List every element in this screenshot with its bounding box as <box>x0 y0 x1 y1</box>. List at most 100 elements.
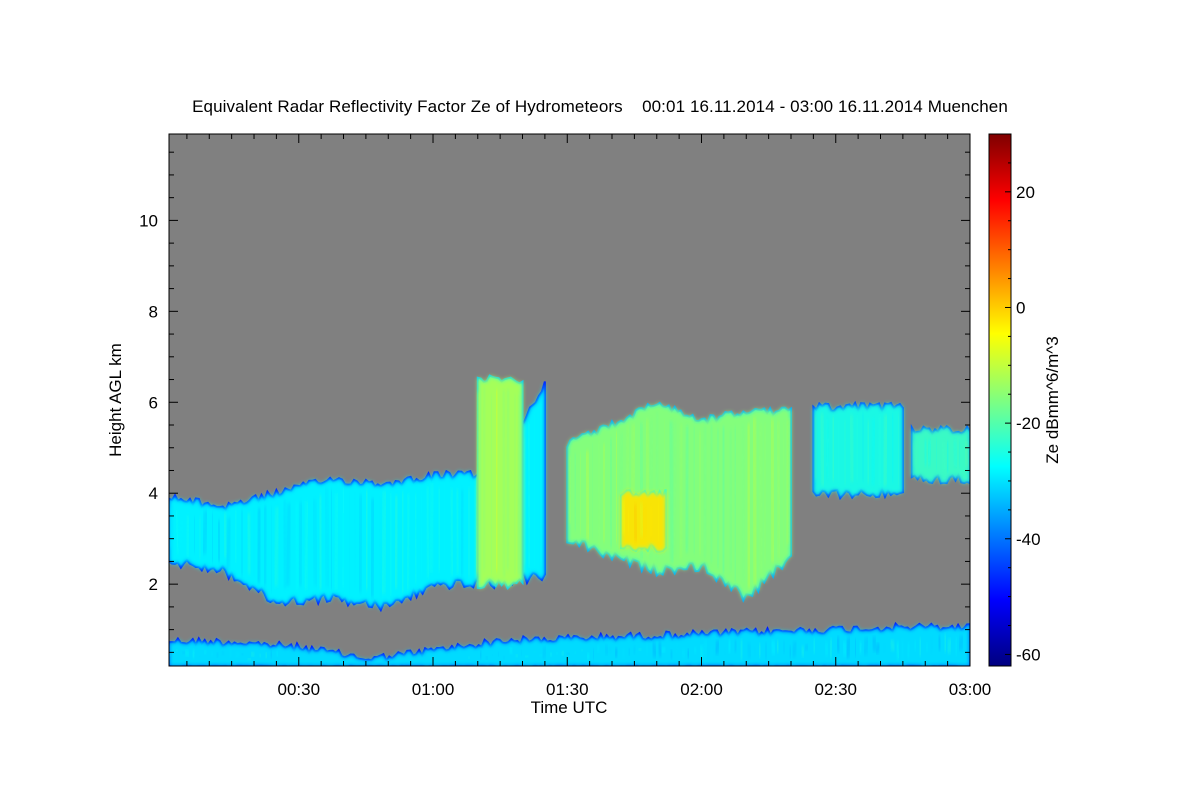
echo-0-streak <box>215 652 220 658</box>
echo-1-streak <box>225 517 232 569</box>
echo-0-streak <box>863 637 869 656</box>
echo-3-streak <box>709 425 714 563</box>
echo-0-streak <box>841 641 848 657</box>
echo-0-streak <box>906 642 911 659</box>
echo-1-streak <box>393 495 399 589</box>
echo-0-streak <box>699 645 705 660</box>
echo-5-streak <box>825 418 830 479</box>
echo-3-streak <box>776 420 782 559</box>
echo-0-streak <box>596 644 601 653</box>
x-tick-label: 00:30 <box>277 680 320 699</box>
echo-0-streak <box>524 654 529 659</box>
echo-4-streak <box>638 502 645 538</box>
echo-0-streak <box>714 640 720 655</box>
echo-0-streak <box>967 638 970 654</box>
echo-4-streak <box>632 504 638 542</box>
echo-0-streak <box>565 651 571 656</box>
echo-0-streak <box>800 645 805 657</box>
echo-3-streak <box>702 426 708 559</box>
echo-6-streak <box>952 439 959 467</box>
echo-0-streak <box>824 641 829 656</box>
echo-0-streak <box>532 650 537 654</box>
echo-6 <box>910 423 970 485</box>
echo-0-streak <box>845 636 851 659</box>
echo-0-streak <box>757 643 762 658</box>
echo-0-streak <box>632 645 637 655</box>
echo-0-streak <box>220 650 226 656</box>
y-tick-label: 6 <box>149 393 158 412</box>
echo-0-streak <box>228 648 233 658</box>
echo-0-streak <box>925 642 929 653</box>
echo-4-streak <box>641 506 648 539</box>
echo-3-streak <box>740 424 746 582</box>
echo-1-streak <box>324 487 330 587</box>
echo-3-streak <box>678 423 684 559</box>
echo-5-streak <box>866 420 871 484</box>
echo-3-streak <box>721 426 726 573</box>
echo-1-streak <box>425 486 431 578</box>
echo-0-streak <box>621 648 626 659</box>
echo-1 <box>169 381 546 613</box>
echo-0-streak <box>858 641 863 655</box>
echo-0-streak <box>675 641 679 655</box>
echo-0-streak <box>900 639 905 660</box>
echo-6-streak <box>945 441 950 472</box>
echo-5-streak <box>819 412 826 486</box>
echo-3-streak <box>692 426 697 554</box>
echo-0-streak <box>269 650 274 659</box>
echo-3 <box>566 401 792 603</box>
echo-6-streak <box>911 441 918 467</box>
colorbar <box>988 133 1012 667</box>
echo-3-streak <box>567 455 573 525</box>
echo-6-streak <box>923 439 928 466</box>
y-tick-label: 8 <box>149 302 158 321</box>
echo-0-streak <box>954 637 959 656</box>
echo-0-streak <box>264 652 269 659</box>
echo-1-streak <box>437 487 442 572</box>
echo-0-streak <box>871 636 877 652</box>
echo-0-streak <box>175 648 179 652</box>
echo-0-streak <box>181 650 186 655</box>
echo-0-streak <box>627 648 632 656</box>
echo-0-streak <box>467 655 471 660</box>
echo-1-streak <box>357 494 363 593</box>
echo-5-streak <box>882 414 888 487</box>
echo-0-streak <box>247 657 252 662</box>
echo-1-streak <box>400 491 405 593</box>
echo-1-streak <box>413 493 418 584</box>
echo-0-streak <box>913 640 918 651</box>
echo-1-streak <box>449 488 455 576</box>
echo-3-streak <box>746 423 751 588</box>
echo-2-streak <box>501 389 507 578</box>
echo-0-streak <box>828 638 834 659</box>
echo-0-streak <box>484 655 490 661</box>
echo-0-streak <box>258 653 263 658</box>
echo-3-streak <box>684 425 690 553</box>
echo-0-streak <box>508 647 514 655</box>
echo-0-streak <box>804 643 810 651</box>
echo-1-streak <box>185 515 190 558</box>
echo-1-streak <box>365 489 369 590</box>
echo-0-streak <box>240 652 245 656</box>
echo-1-streak <box>174 509 180 555</box>
chart-title: Equivalent Radar Reflectivity Factor Ze … <box>0 97 1200 117</box>
x-tick-label: 03:00 <box>949 680 992 699</box>
echo-0-streak <box>727 639 732 653</box>
echo-1-streak <box>246 513 252 575</box>
echo-1-streak <box>341 487 346 588</box>
echo-0-streak <box>791 641 798 658</box>
echo-0-streak <box>560 650 565 656</box>
echo-1-streak <box>216 520 222 562</box>
echo-6-streak <box>964 441 970 468</box>
echo-5-streak <box>870 418 877 486</box>
echo-1-streak <box>198 516 202 559</box>
echo-0-streak <box>918 637 923 657</box>
echo-2 <box>475 374 524 591</box>
echo-0-streak <box>733 639 738 653</box>
echo-0-streak <box>184 649 190 657</box>
x-tick-label: 01:00 <box>412 680 455 699</box>
echo-1-streak <box>459 490 465 577</box>
echo-3-streak <box>758 423 764 576</box>
echo-1-streak <box>389 493 393 596</box>
echo-0-streak <box>541 646 548 659</box>
